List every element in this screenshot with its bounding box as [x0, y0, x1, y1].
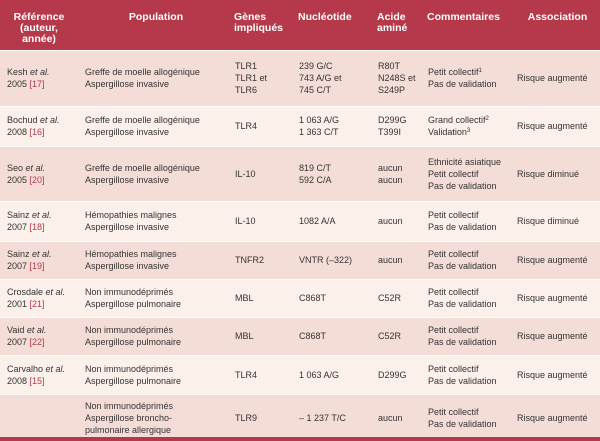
cell-reference: Carvalho et al. 2008 [15]	[0, 354, 80, 394]
cell-commentaires: Petit collectif Pas de validation	[423, 278, 513, 317]
table-row: Sainz et al. 2007 [18] Hémopathies maligne…	[0, 200, 600, 241]
header-reference: Référence (auteur, année)	[13, 11, 65, 45]
cell-acide-amine: aucun aucun	[373, 145, 423, 201]
header-population: Population	[128, 11, 184, 23]
cell-population: Non immunodéprimés Aspergillose pulmonair…	[80, 354, 230, 394]
table-row: Crosdale et al. 2001 [21] Non immunodéprim…	[0, 278, 600, 317]
cell-commentaires: Petit collectif Pas de validation	[423, 354, 513, 394]
cell-reference: Vaid et al. 2007 [22]	[0, 316, 80, 355]
cell-association: Risque augmenté	[513, 278, 600, 317]
cell-association: Risque diminué	[513, 145, 600, 201]
footnote-marker: 1	[478, 68, 482, 74]
cell-population: Non immunodéprimés Aspergillose pulmonair…	[80, 316, 230, 355]
cell-acide-amine: R80T N248S et S249P	[373, 49, 423, 106]
cell-acide-amine: aucun	[373, 240, 423, 279]
cell-reference: Kesh et al. 2005 [17]	[0, 49, 80, 106]
header-commentaires: Commentaires	[427, 11, 500, 23]
table-row: Bochud et al. 2008 [16] Greffe de moelle a…	[0, 105, 600, 146]
header-association: Association	[527, 11, 588, 23]
cell-nucleotide: 239 G/C 743 A/G et 745 C/T	[294, 49, 373, 106]
cell-genes: TNFR2	[230, 240, 294, 279]
cell-acide-amine: C52R	[373, 278, 423, 317]
reference-link[interactable]: [22]	[29, 337, 45, 347]
cell-nucleotide: 1 063 A/G 1 363 C/T	[294, 105, 373, 146]
cell-genes: TLR4	[230, 105, 294, 146]
cell-commentaires: Ethnicité asiatique Petit collectif Pas de…	[423, 145, 513, 201]
cell-reference: Bochud et al. 2008 [16]	[0, 105, 80, 146]
table-row: Sainz et al. 2007 [19] Hémopathies maligne…	[0, 240, 600, 279]
cell-acide-amine: C52R	[373, 316, 423, 355]
reference-link[interactable]: [21]	[29, 299, 45, 309]
cell-population: Greffe de moelle allogénique Aspergillose…	[80, 49, 230, 106]
cell-acide-amine: D299G T399I	[373, 105, 423, 146]
cell-population: Hémopathies malignes Aspergillose invasiv…	[80, 240, 230, 279]
cell-nucleotide: 819 C/T 592 C/A	[294, 145, 373, 201]
footnote-marker: 2	[485, 116, 489, 122]
cell-association: Risque augmenté	[513, 240, 600, 279]
cell-commentaires: Grand collectif2 Validation3	[423, 105, 513, 146]
cell-population: Greffe de moelle allogénique Aspergillose…	[80, 145, 230, 201]
header-nucleotide: Nucléotide	[298, 11, 352, 23]
cell-nucleotide: 1082 A/A	[294, 200, 373, 241]
cell-reference: Sainz et al. 2007 [19]	[0, 240, 80, 279]
cell-association: Risque augmenté	[513, 105, 600, 146]
cell-reference: Crosdale et al. 2001 [21]	[0, 278, 80, 317]
cell-acide-amine: D299G	[373, 354, 423, 394]
cell-genes: IL-10	[230, 145, 294, 201]
reference-link[interactable]: [18]	[29, 222, 45, 232]
cell-commentaires: Petit collectif Pas de validation	[423, 200, 513, 241]
table-row: Vaid et al. 2007 [22] Non immunodéprimés As…	[0, 316, 600, 355]
cell-population: Non immunodéprimés Aspergillose broncho-p…	[80, 393, 230, 441]
cell-association: Risque diminué	[513, 200, 600, 241]
cell-reference: Sainz et al. 2007 [18]	[0, 200, 80, 241]
cell-association: Risque augmenté	[513, 316, 600, 355]
reference-link[interactable]: [15]	[29, 375, 45, 386]
table-body: Kesh et al. 2005 [17] Greffe de moelle all…	[0, 49, 600, 441]
cell-nucleotide: – 1 237 T/C	[294, 393, 373, 441]
cell-association: Risque augmenté	[513, 354, 600, 394]
table-row: Non immunodéprimés Aspergillose broncho-p…	[0, 393, 600, 441]
cell-nucleotide: C868T	[294, 316, 373, 355]
cell-nucleotide: VNTR (–322)	[294, 240, 373, 279]
cell-commentaires: Petit collectif Pas de validation	[423, 393, 513, 441]
reference-link[interactable]: [20]	[29, 174, 45, 185]
cell-commentaires: Petit collectif Pas de validation	[423, 316, 513, 355]
cell-population: Greffe de moelle allogénique Aspergillose…	[80, 105, 230, 146]
reference-link[interactable]: [19]	[29, 261, 45, 271]
cell-reference	[0, 393, 80, 441]
cell-commentaires: Petit collectif Pas de validation	[423, 240, 513, 279]
reference-link[interactable]: [17]	[29, 79, 45, 89]
cell-population: Hémopathies malignes Aspergillose invasiv…	[80, 200, 230, 241]
header-genes: Gènes impliqués	[234, 11, 284, 34]
cell-genes: MBL	[230, 316, 294, 355]
cell-nucleotide: C868T	[294, 278, 373, 317]
cell-association: Risque augmenté	[513, 393, 600, 441]
cell-genes: IL-10	[230, 200, 294, 241]
table-row: Kesh et al. 2005 [17] Greffe de moelle all…	[0, 49, 600, 106]
cell-population: Non immunodéprimés Aspergillose pulmonair…	[80, 278, 230, 317]
header-acide: Acide aminé	[377, 11, 408, 34]
table-row: Carvalho et al. 2008 [15] Non immunodéprim…	[0, 354, 600, 394]
table-row: Seo et al. 2005 [20] Greffe de moelle allo…	[0, 145, 600, 201]
reference-link[interactable]: [16]	[29, 127, 45, 137]
cell-association: Risque augmenté	[513, 49, 600, 106]
cell-acide-amine: aucun	[373, 393, 423, 441]
header-row: Référence (auteur, année) Population Gènes im…	[0, 0, 600, 50]
cell-genes: TLR9	[230, 393, 294, 441]
cell-genes: TLR1 TLR1 et TLR6	[230, 49, 294, 106]
footnote-marker: 3	[466, 128, 471, 134]
cell-acide-amine: aucun	[373, 200, 423, 241]
bottom-bar	[0, 437, 600, 441]
cell-reference: Seo et al. 2005 [20]	[0, 145, 80, 201]
cell-commentaires: Petit collectif1 Pas de validation	[423, 49, 513, 106]
cell-genes: MBL	[230, 278, 294, 317]
cell-nucleotide: 1 063 A/G	[294, 354, 373, 394]
cell-genes: TLR4	[230, 354, 294, 394]
